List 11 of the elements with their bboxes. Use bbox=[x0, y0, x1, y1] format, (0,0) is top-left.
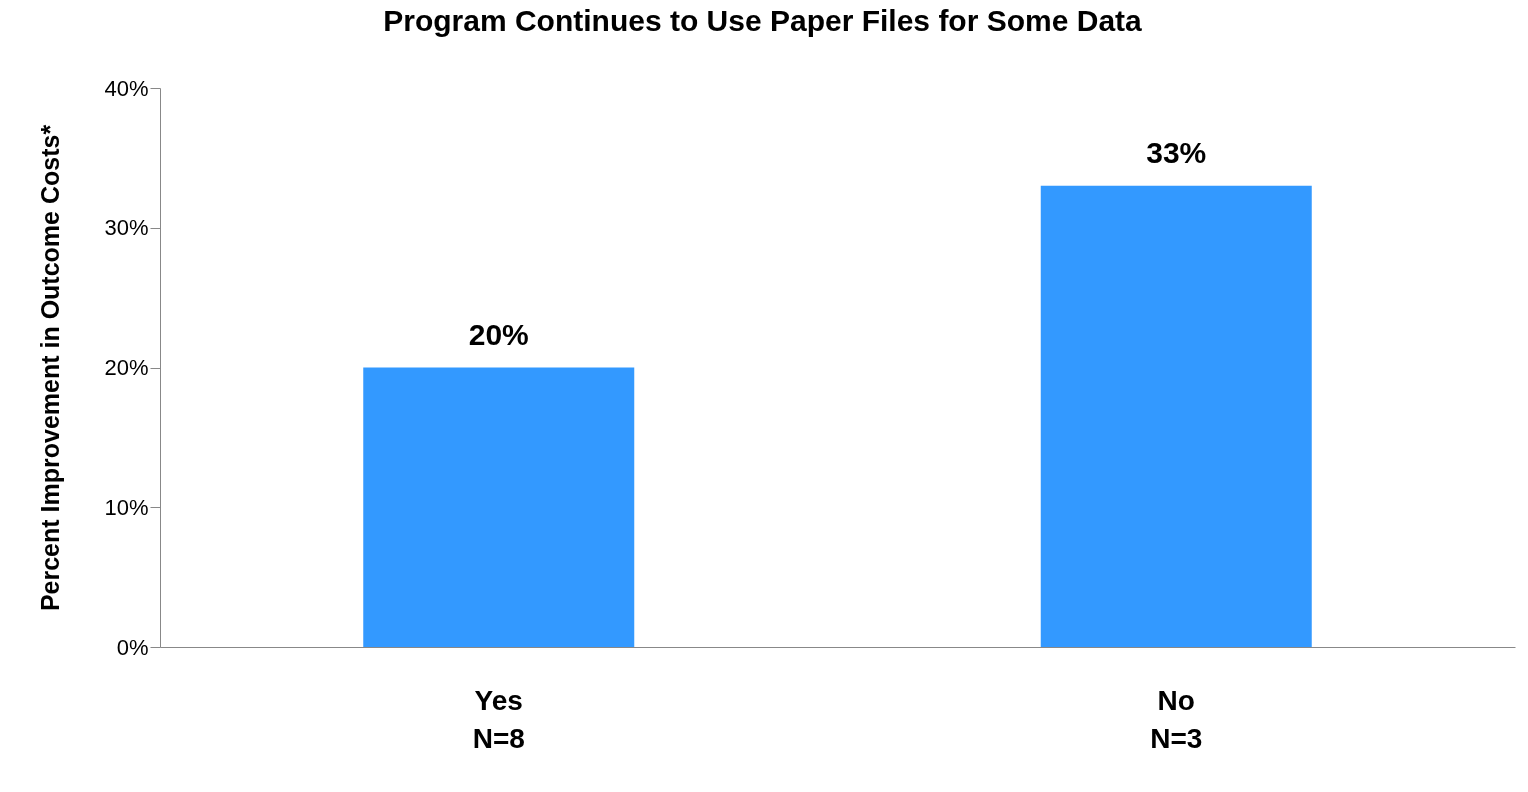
data-label: 33% bbox=[1146, 135, 1207, 169]
y-tick-label: 10% bbox=[104, 494, 149, 520]
x-tick-label: Yes N=8 bbox=[472, 684, 525, 754]
y-tick-label: 30% bbox=[104, 215, 149, 241]
y-tick-label: 0% bbox=[116, 634, 149, 660]
y-tick-label: 20% bbox=[104, 355, 149, 380]
chart-title: Program Continues to Use Paper Files for Some Data bbox=[383, 4, 1143, 37]
data-label: 20% bbox=[468, 317, 529, 351]
y-axis-title: Percent Improvement in Outcome Costs* bbox=[36, 124, 65, 612]
x-tick-label: No N=3 bbox=[1150, 684, 1203, 754]
y-tick-label: 40% bbox=[104, 75, 149, 101]
